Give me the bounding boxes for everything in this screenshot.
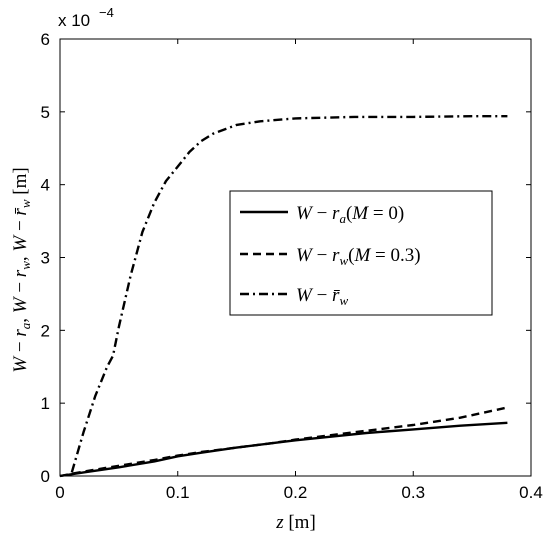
legend-entry-solid: W − ra(M = 0): [240, 203, 404, 226]
series-layer: [59, 114, 508, 478]
x-tick-label: 0.1: [166, 483, 190, 502]
y-tick-label: 4: [41, 176, 50, 195]
legend-label-solid: W − ra(M = 0): [296, 203, 404, 226]
legend-label-dashdot: W − r̄w: [296, 285, 348, 308]
y-tick-label: 2: [41, 321, 50, 340]
y-axis-multiplier: x 10 −4: [58, 5, 114, 30]
y-tick-label: 5: [41, 103, 50, 122]
y-tick-label: 3: [41, 249, 50, 268]
x-tick-label: 0: [55, 483, 64, 502]
x-axis-label: z [m]: [275, 512, 316, 533]
tick-marks: [59, 38, 532, 477]
multiplier-exponent: −4: [99, 5, 114, 20]
y-tick-label: 6: [41, 30, 50, 49]
multiplier-base: x 10: [58, 11, 90, 30]
x-axis-label-text: z [m]: [275, 512, 316, 533]
x-tick-label: 0.4: [519, 483, 543, 502]
legend-entry-dashed: W − rw(M = 0.3): [240, 245, 421, 268]
y-axis-label-text: W − ra, W − rw, W − r̄w [m]: [10, 167, 33, 372]
legend-entry-dashdot: W − r̄w: [240, 285, 348, 308]
y-tick-label: 1: [41, 394, 50, 413]
series-line-dashed: [59, 406, 508, 478]
y-axis-label: W − ra, W − rw, W − r̄w [m]: [10, 167, 33, 372]
series-line-solid: [59, 421, 508, 478]
legend: W − ra(M = 0) W − rw(M = 0.3) W − r̄w: [229, 190, 493, 316]
x-tick-label: 0.3: [401, 483, 425, 502]
tick-labels: 0 0.1 0.2 0.3 0.4 0 1 2 3 4 5 6: [41, 30, 543, 502]
series-line-dashdot: [70, 114, 508, 473]
x-tick-label: 0.2: [284, 483, 308, 502]
legend-label-dashed: W − rw(M = 0.3): [296, 245, 421, 268]
y-tick-label: 0: [41, 467, 50, 486]
